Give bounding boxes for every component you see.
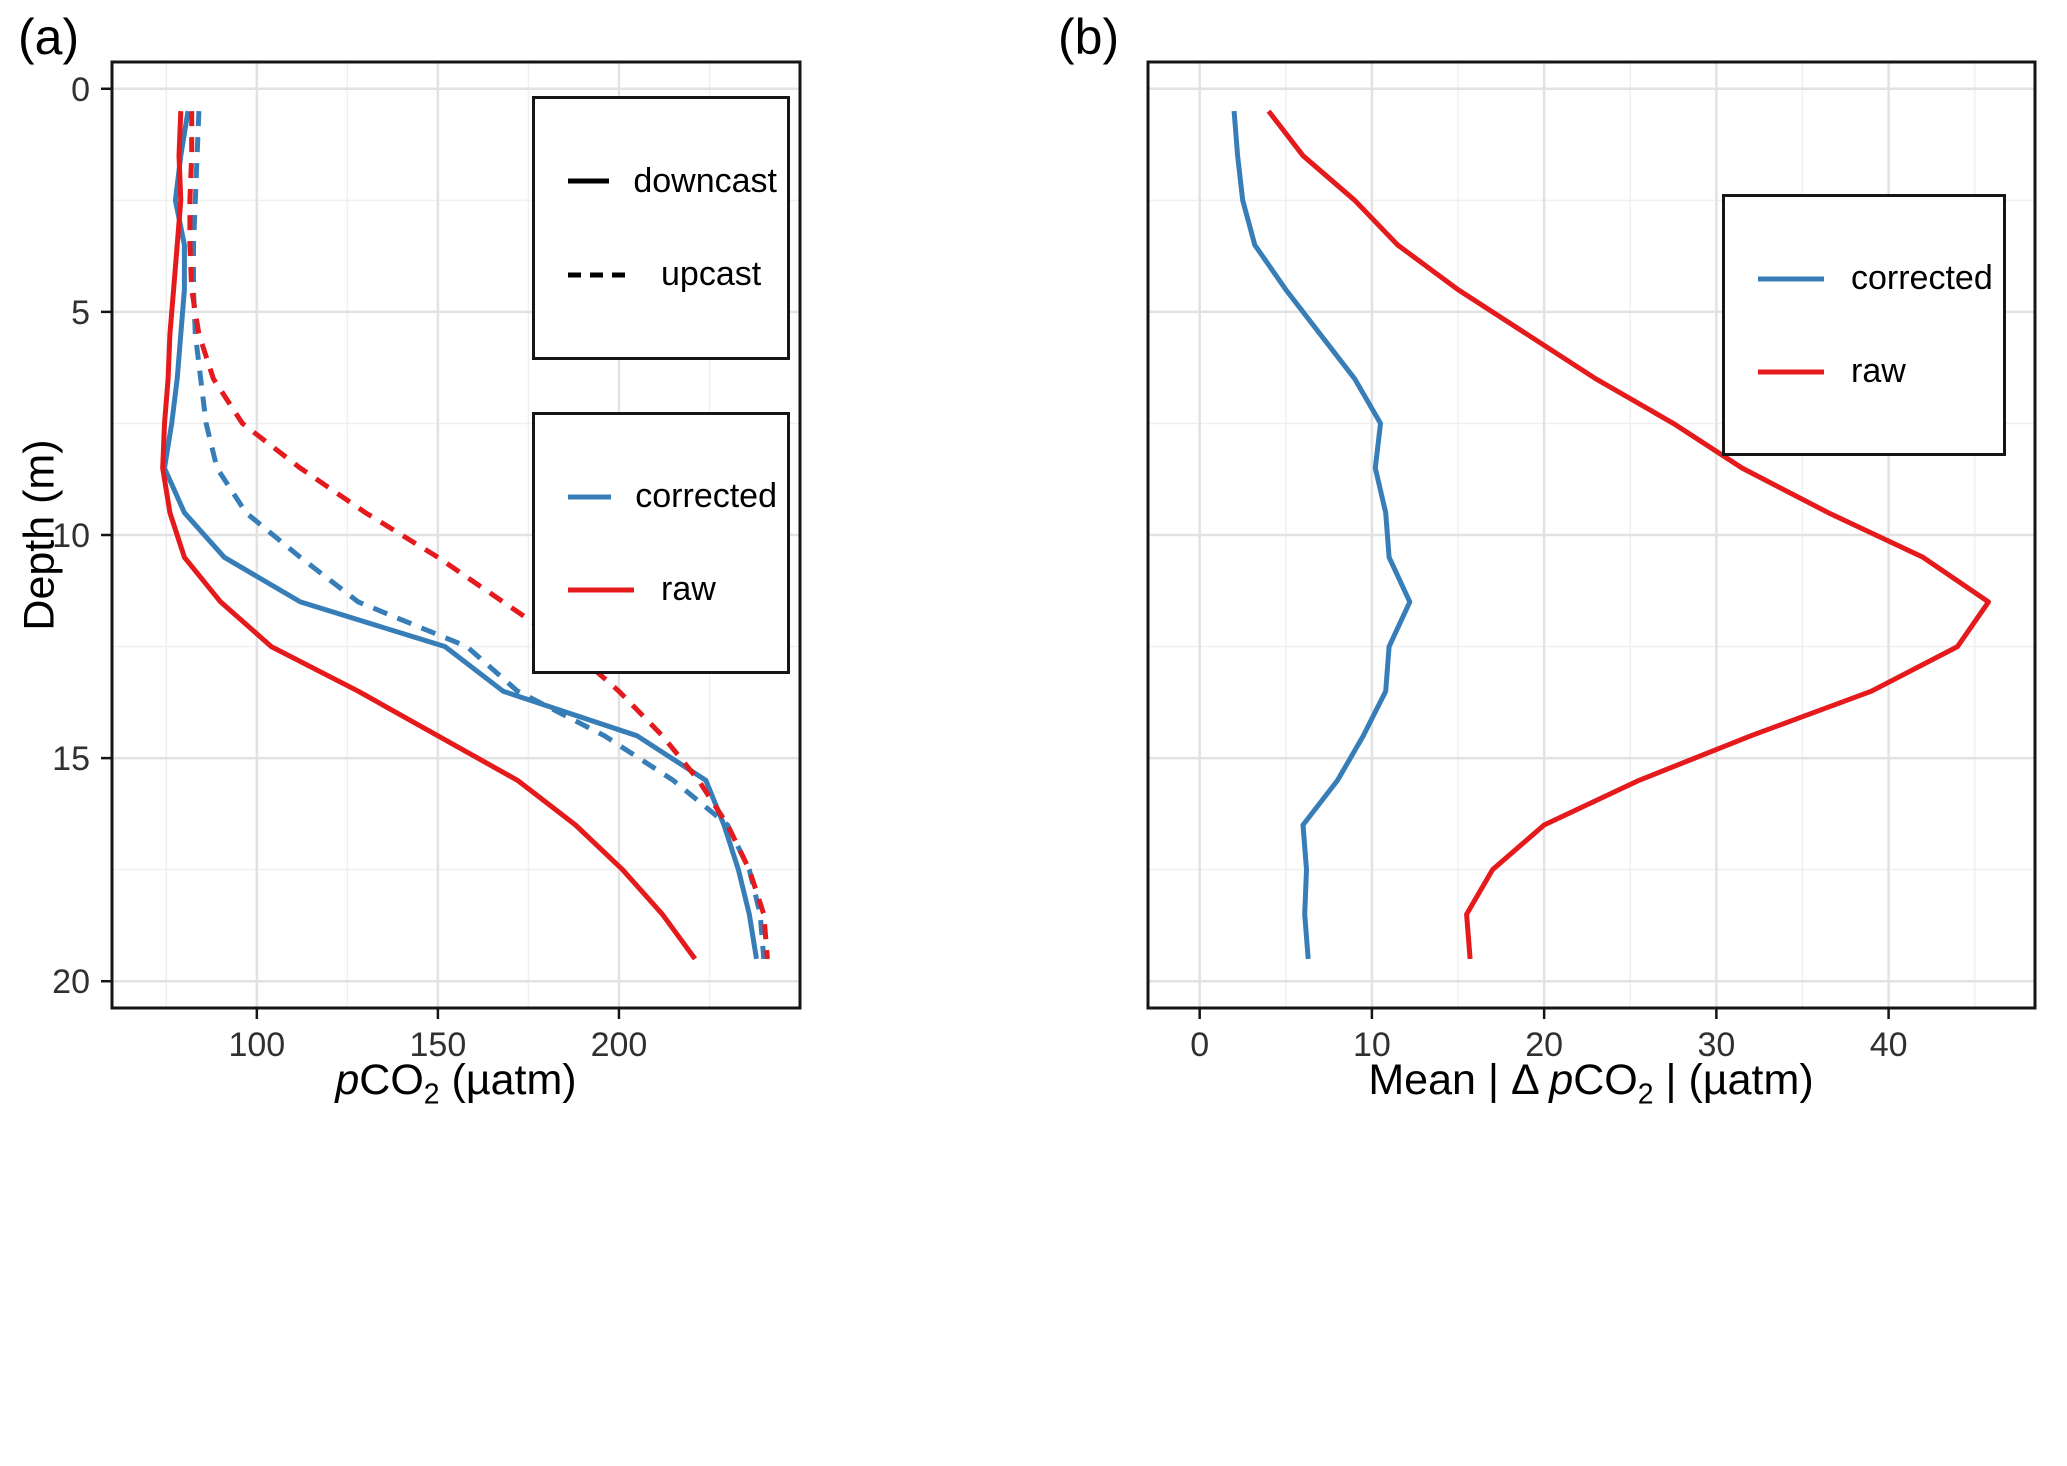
series-line-corrected [1231,110,1413,960]
legend-item-downcast: downcast [565,162,777,201]
series-line-raw-downcast [160,110,698,961]
x-tick-label: 30 [1697,1026,1735,1064]
x-title-a-sub: 2 [423,1078,440,1111]
y-tick-label: 20 [52,963,90,1001]
x-tick-label: 100 [228,1026,285,1064]
raw-line-icon [568,587,634,592]
x-title-a-co: CO [359,1056,424,1104]
x-title-b-co: CO [1573,1056,1638,1104]
y-tick-label: 10 [52,517,90,555]
legend-color-b: corrected raw [1722,194,2006,456]
series-line-corrected-upcast [191,110,767,960]
x-title-a-p: p [335,1056,360,1104]
legend-label-corrected-b: corrected [1851,259,1993,297]
legend-label-upcast: upcast [661,255,762,294]
x-tick-label: 200 [591,1026,648,1064]
y-axis-title: Depth (m) [16,439,65,630]
legend-linetype: downcast upcast [532,96,790,360]
y-tick-label: 0 [71,71,90,109]
series-line-raw [1266,109,1991,960]
series-lines [1231,109,1991,960]
x-title-b-prefix: Mean | Δ [1368,1056,1550,1104]
panel-border [1146,60,2037,1010]
legend-item-upcast: upcast [565,255,777,294]
legend-label-downcast: downcast [633,161,777,200]
x-axis-title-a: pCO2 (µatm) [335,1056,577,1109]
axes: 100 150 200 0 5 10 15 20 [52,71,647,1064]
y-tick-label: 5 [71,294,90,332]
y-tick-label: 15 [52,740,90,778]
corrected-line-icon [1758,276,1824,281]
panel-a-tag: (a) [18,9,80,65]
x-tick-label: 0 [1190,1026,1209,1064]
legend-item-corrected-a: corrected [565,477,777,516]
legend-item-raw-b: raw [1755,352,1993,391]
x-title-b-suffix: | (µatm) [1653,1056,1814,1104]
x-title-b-sub: 2 [1637,1078,1654,1111]
upcast-dashed-line-icon [568,272,634,278]
legend-color-a: corrected raw [532,412,790,674]
corrected-line-icon [568,494,612,499]
x-tick-label: 40 [1870,1026,1908,1064]
legend-label-raw-a: raw [661,570,716,608]
panel-b-tag: (b) [1058,9,1120,65]
series-lines [160,110,770,961]
y-axis-title-text: Depth (m) [15,439,64,631]
x-tick-label: 20 [1525,1026,1563,1064]
axes: 0 10 20 30 40 [1190,1008,1908,1064]
x-title-a-unit: (µatm) [439,1056,577,1104]
panel-b: 0 10 20 30 40 [1146,60,2037,1064]
x-title-b-p: p [1549,1056,1574,1104]
x-tick-label: 150 [410,1026,467,1064]
x-tick-label: 10 [1353,1026,1391,1064]
legend-label-corrected-a: corrected [635,477,777,515]
raw-line-icon [1758,369,1824,374]
series-line-raw-upcast [187,111,770,960]
legend-item-corrected-b: corrected [1755,259,1993,298]
x-axis-title-b: Mean | Δ pCO2 | (µatm) [1368,1056,1814,1109]
legend-label-raw-b: raw [1851,352,1906,390]
downcast-solid-line-icon [568,178,610,184]
legend-item-raw-a: raw [565,570,777,609]
